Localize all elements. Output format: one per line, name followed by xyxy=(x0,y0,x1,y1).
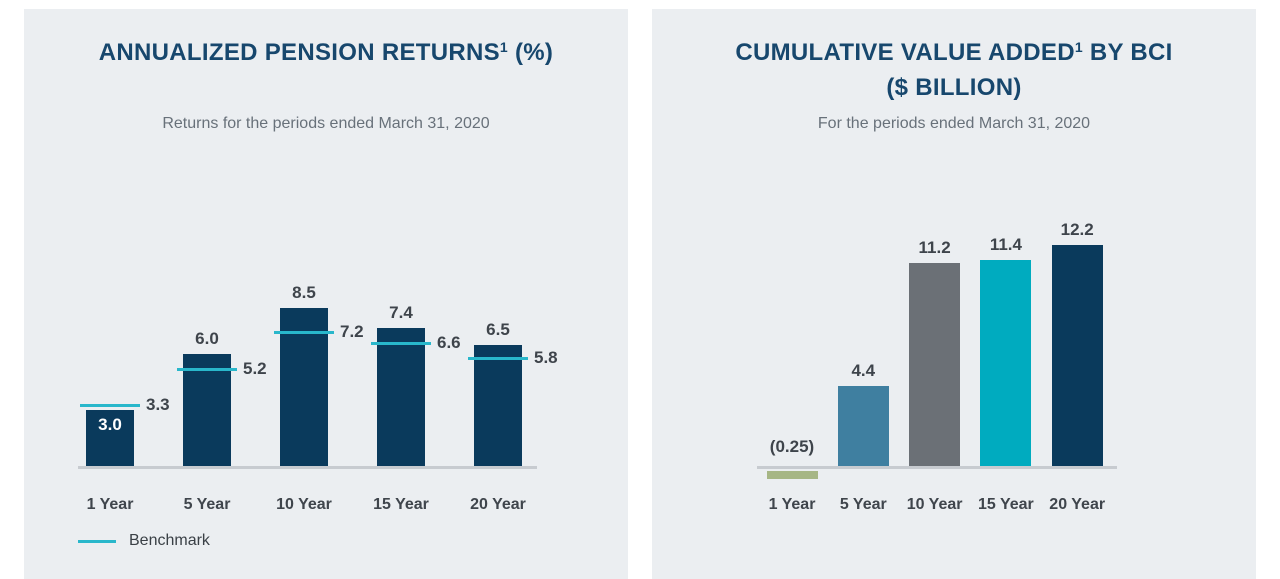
axis-line xyxy=(757,466,1117,469)
bar-value-label: 6.5 xyxy=(486,320,510,339)
bar-value-label: 4.4 xyxy=(851,361,876,380)
category-label: 15 Year xyxy=(373,496,429,513)
bar-5-year xyxy=(837,386,889,466)
category-label: 1 Year xyxy=(768,496,816,513)
bar-15-year xyxy=(377,328,425,466)
category-label: 10 Year xyxy=(276,496,332,513)
benchmark-line xyxy=(80,404,140,407)
value-added-chart: (0.25) 1 Year 4.4 5 Year 11.2 10 Year 11.4 15 Y… xyxy=(652,9,1256,579)
chart-subtitle: Returns for the periods ended March 31, … xyxy=(162,115,490,132)
axis-line xyxy=(78,466,537,469)
bar-value-label: 3.0 xyxy=(98,415,122,434)
category-label: 1 Year xyxy=(86,496,134,513)
benchmark-value-label: 7.2 xyxy=(340,322,364,341)
category-label: 10 Year xyxy=(906,496,963,513)
benchmark-line xyxy=(468,357,528,360)
benchmark-line xyxy=(177,368,237,371)
bar-1-year xyxy=(86,410,134,466)
footnote-superscript: 1 xyxy=(499,39,509,55)
category-label: 20 Year xyxy=(470,496,526,513)
benchmark-line xyxy=(371,342,431,345)
page-title: ANNUALIZED PENSION RETURNS1 (%) xyxy=(24,35,628,70)
title-line-2: ($ BILLION) xyxy=(886,74,1022,101)
title-text: ANNUALIZED PENSION RETURNS xyxy=(98,39,500,66)
category-label: 20 Year xyxy=(1049,496,1106,513)
footnote-superscript: 1 xyxy=(1074,39,1083,55)
benchmark-value-label: 3.3 xyxy=(146,395,170,414)
title-line-1: CUMULATIVE VALUE ADDED1 BY BCI xyxy=(652,35,1256,70)
chart-subtitle: For the periods ended March 31, 2020 xyxy=(817,115,1091,132)
bar-value-label: 11.2 xyxy=(918,238,951,257)
category-label: 15 Year xyxy=(978,496,1034,513)
bar-15-year xyxy=(980,260,1032,466)
category-label: 5 Year xyxy=(839,496,887,513)
bar-value-label: 11.4 xyxy=(989,235,1022,254)
benchmark-legend: Benchmark xyxy=(78,531,210,551)
bar-20-year xyxy=(1051,245,1103,466)
bar-10-year xyxy=(909,263,961,466)
title-text: CUMULATIVE VALUE ADDED xyxy=(735,39,1075,66)
bar-5-year xyxy=(183,354,231,466)
bar-1-year xyxy=(766,471,818,479)
title-tail: BY BCI xyxy=(1082,39,1173,66)
benchmark-value-label: 5.8 xyxy=(534,348,558,367)
category-label: 5 Year xyxy=(183,496,231,513)
bar-value-label: 8.5 xyxy=(292,283,316,302)
pension-returns-panel: ANNUALIZED PENSION RETURNS1 (%) Returns … xyxy=(24,9,628,579)
page-title: CUMULATIVE VALUE ADDED1 BY BCI ($ BILLIO… xyxy=(652,35,1256,105)
bar-value-label: 6.0 xyxy=(195,329,219,348)
title-units: (%) xyxy=(508,39,554,66)
benchmark-legend-label: Benchmark xyxy=(129,532,210,549)
pension-returns-chart: 3.0 3.3 1 Year 6.0 5.2 5 Year 8.5 7.2 10 Year 7.4… xyxy=(24,9,628,579)
benchmark-line-swatch xyxy=(78,539,116,543)
bar-value-label: 12.2 xyxy=(1060,220,1094,239)
bar-value-label: 7.4 xyxy=(389,303,413,322)
bar-10-year xyxy=(280,308,328,466)
value-added-panel: CUMULATIVE VALUE ADDED1 BY BCI ($ BILLIO… xyxy=(652,9,1256,579)
benchmark-value-label: 5.2 xyxy=(243,359,267,378)
benchmark-value-label: 6.6 xyxy=(437,333,461,352)
bar-20-year xyxy=(474,345,522,466)
bar-value-label: (0.25) xyxy=(769,437,815,456)
benchmark-line xyxy=(274,331,334,334)
